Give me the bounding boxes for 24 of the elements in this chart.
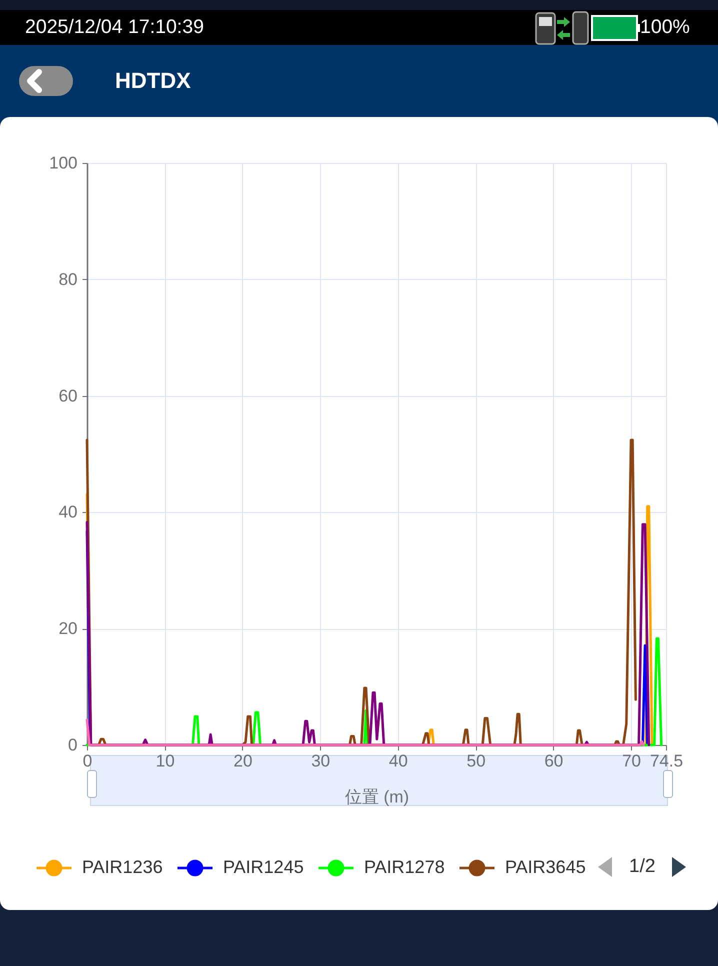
y-tick-label: 60 (58, 386, 78, 406)
legend-label: PAIR1278 (364, 857, 445, 877)
text: 1/2 (629, 856, 656, 878)
y-tick-label: 20 (58, 619, 78, 638)
x-tick-label: 74.5 (650, 752, 684, 770)
y-tick-label: 80 (58, 270, 78, 289)
x-axis-title: 位置 (m) (344, 788, 410, 806)
x-tick-label: 40 (388, 752, 408, 770)
y-tick-label: 100 (49, 154, 78, 172)
x-tick-label: 50 (466, 752, 486, 770)
legend-label: PAIR1245 (223, 857, 304, 877)
chart-title: HDTDX (115, 67, 191, 95)
x-tick-label: 60 (544, 752, 564, 770)
legend-label: PAIR1236 (82, 857, 163, 877)
x-tick-label: 10 (156, 752, 175, 770)
legend-label: PAIR3645 (505, 857, 586, 877)
text: 2025/12/04 17:10:39 (25, 15, 204, 40)
x-tick-label: 70 (622, 752, 641, 770)
y-tick-label: 0 (68, 736, 78, 754)
y-tick-label: 40 (58, 502, 78, 522)
x-tick-label: 20 (233, 752, 252, 770)
x-tick-label: 0 (82, 752, 92, 770)
x-tick-label: 30 (311, 752, 330, 770)
text: 100% (640, 15, 690, 40)
